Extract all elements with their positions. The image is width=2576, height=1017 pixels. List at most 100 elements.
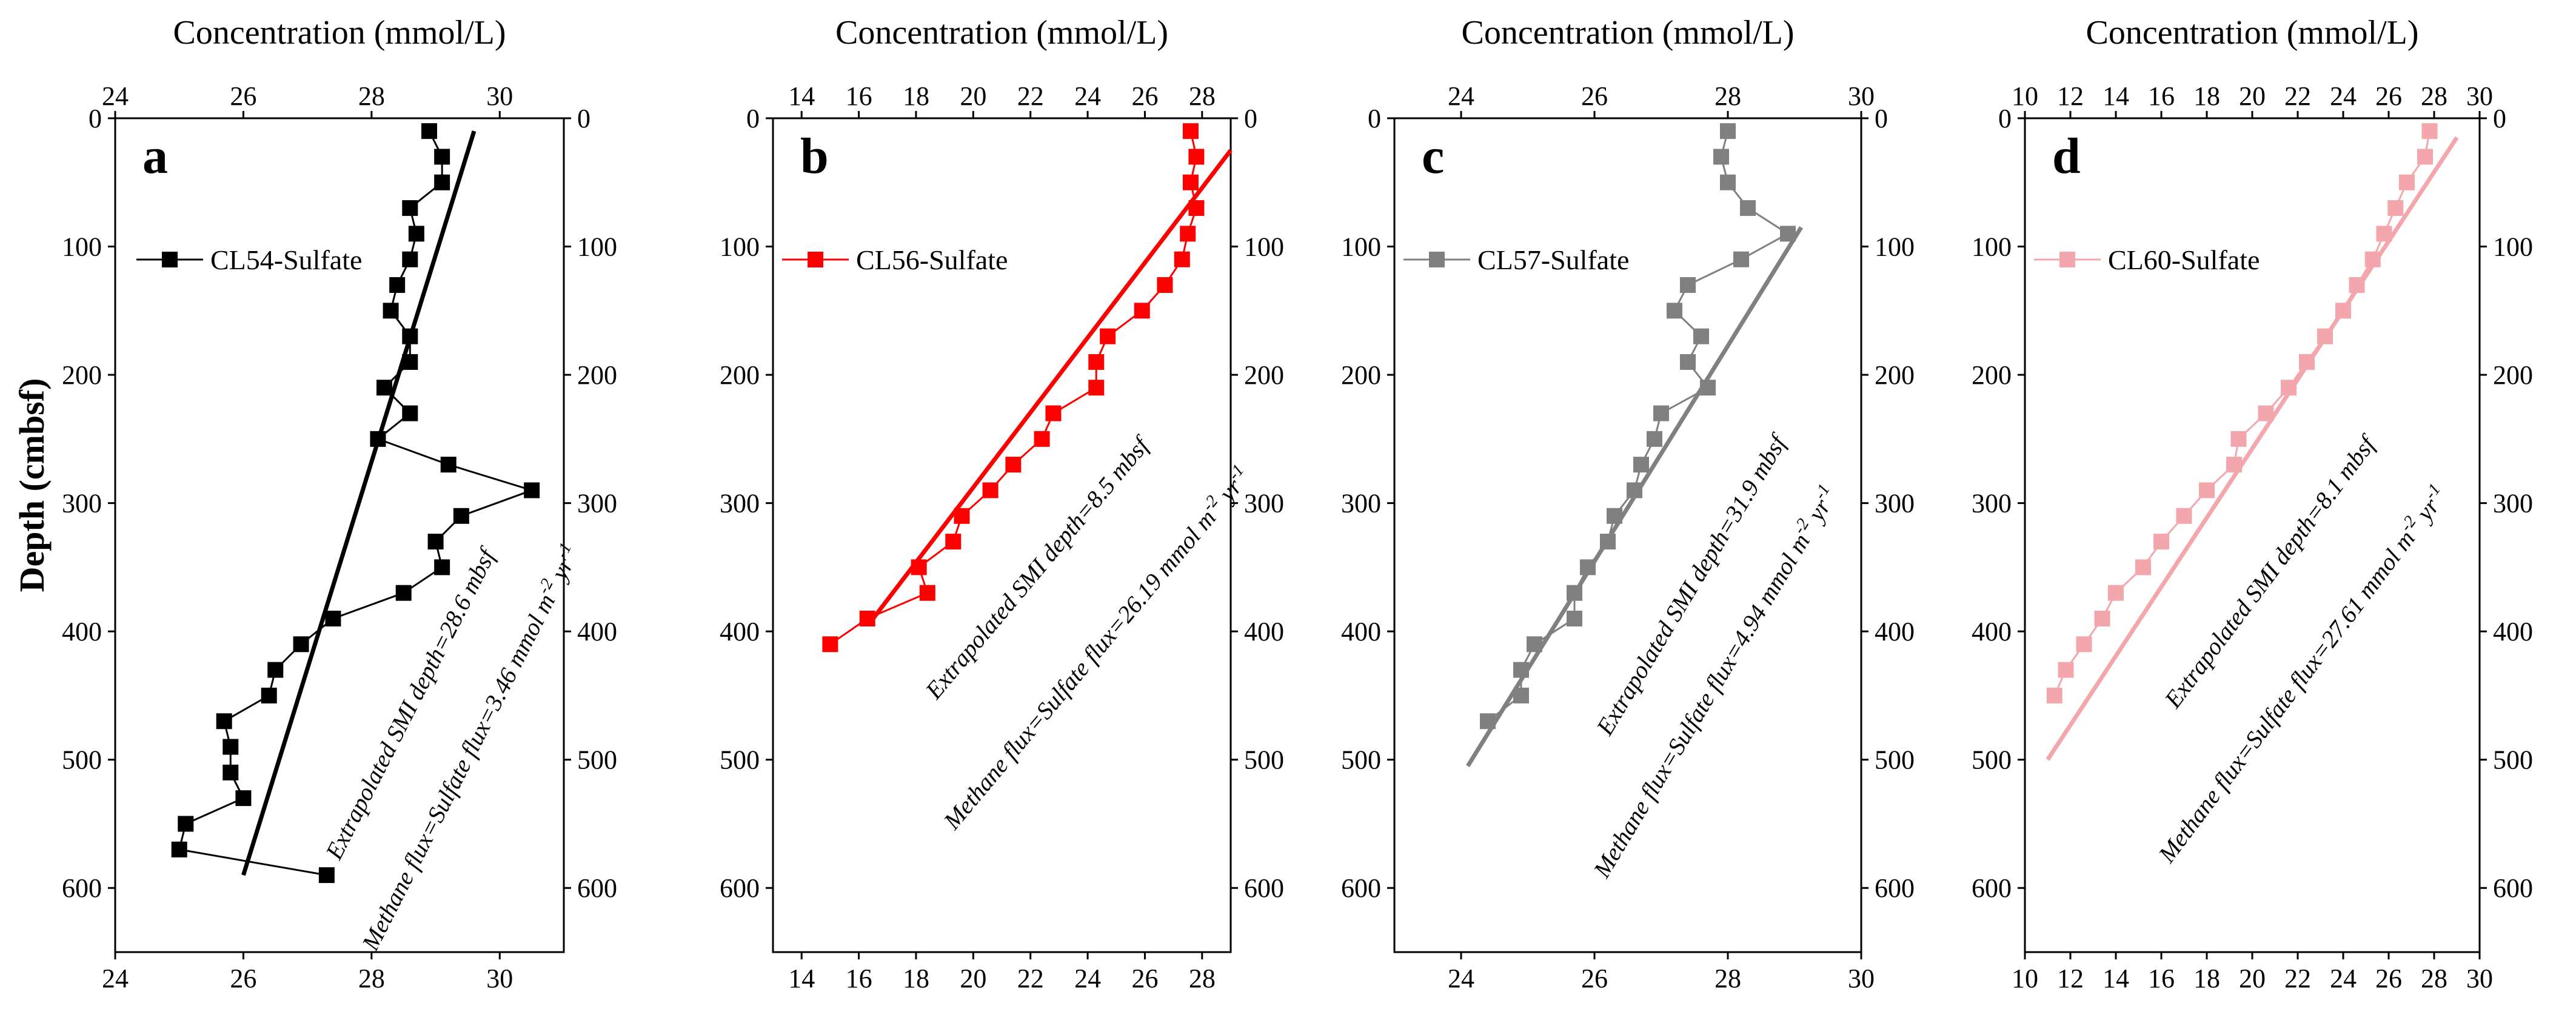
data-point: [1680, 354, 1696, 370]
y-tick-label-right: 300: [2493, 489, 2533, 519]
data-point: [1527, 636, 1542, 653]
y-tick-label-left: 0: [1998, 104, 2012, 133]
data-point: [1653, 405, 1669, 421]
x-tick-label-top: 26: [2375, 81, 2402, 111]
y-tick-label-left: 0: [89, 104, 102, 133]
y-tick-label-left: 500: [62, 745, 102, 775]
y-tick-label-right: 100: [2493, 232, 2533, 262]
x-tick-label-bottom: 26: [2375, 964, 2402, 993]
data-point: [235, 790, 252, 807]
x-tick-label-top: 14: [2103, 81, 2129, 111]
annotation-flux-main: Methane flux=Sulfate flux=26.19 mmol m: [938, 504, 1222, 834]
panel-letter: c: [1422, 128, 1444, 184]
data-point: [421, 123, 437, 139]
x-tick-label-bottom: 28: [358, 964, 385, 993]
x-tick-label-top: 30: [1848, 81, 1875, 111]
data-point: [395, 585, 412, 601]
data-point: [402, 251, 418, 267]
y-tick-label-right: 600: [1875, 873, 1915, 903]
data-point: [2108, 585, 2124, 601]
x-tick-label-bottom: 16: [846, 964, 872, 993]
data-point: [1182, 123, 1199, 139]
y-tick-label-left: 300: [1972, 489, 2012, 519]
y-tick-label-right: 600: [2493, 873, 2533, 903]
legend-label: CL56-Sulfate: [856, 244, 1008, 275]
panel-b: 14 14 16 16 18 18 20 20 22 22 24 24 26 26 28 28 0 0 100 100…: [720, 14, 1284, 993]
x-tick-label-top: 24: [2330, 81, 2357, 111]
x-axis-title: Concentration (mmol/L): [1462, 14, 1795, 52]
data-point: [2281, 380, 2297, 396]
x-tick-label-bottom: 24: [1074, 964, 1101, 993]
x-tick-label-bottom: 20: [960, 964, 986, 993]
data-point: [1157, 277, 1173, 293]
fit-line: [871, 149, 1233, 620]
data-point: [216, 713, 232, 730]
data-point: [1088, 380, 1105, 396]
y-tick-label-right: 400: [1875, 617, 1915, 646]
data-point: [1567, 585, 1582, 601]
y-tick-label-left: 600: [1972, 873, 2012, 903]
data-point: [1580, 559, 1596, 576]
data-point: [2199, 482, 2215, 498]
data-point: [2153, 534, 2169, 550]
y-tick-label-right: 0: [577, 104, 590, 133]
data-point: [1700, 380, 1716, 396]
panel-letter: b: [800, 128, 829, 184]
y-tick-label-right: 100: [1875, 232, 1915, 262]
x-tick-label-top: 30: [2466, 81, 2493, 111]
y-tick-label-right: 500: [2493, 745, 2533, 775]
y-tick-label-left: 400: [1341, 617, 1381, 646]
data-point: [822, 636, 838, 653]
fit-line: [2046, 136, 2459, 761]
data-point: [1720, 174, 1736, 190]
data-point: [2230, 431, 2247, 447]
fit-line: [241, 130, 477, 876]
y-tick-label-left: 200: [62, 360, 102, 390]
x-tick-label-top: 18: [903, 81, 929, 111]
x-tick-label-bottom: 10: [2012, 964, 2038, 993]
legend-label: CL60-Sulfate: [2108, 244, 2260, 275]
x-tick-label-bottom: 24: [1448, 964, 1474, 993]
y-axis-title: Depth (cmbsf): [12, 378, 52, 592]
x-axis-title: Concentration (mmol/L): [2086, 14, 2419, 52]
data-point: [1680, 277, 1696, 293]
x-tick-label-top: 12: [2057, 81, 2084, 111]
x-tick-label-bottom: 28: [2421, 964, 2447, 993]
y-tick-label-right: 300: [1875, 489, 1915, 519]
data-point: [2417, 149, 2433, 165]
y-tick-label-right: 300: [577, 489, 617, 519]
y-tick-label-left: 600: [1341, 873, 1381, 903]
data-point: [1600, 534, 1616, 550]
data-point: [1633, 457, 1649, 473]
x-tick-label-top: 26: [230, 81, 256, 111]
x-tick-label-bottom: 26: [230, 964, 256, 993]
data-point: [1180, 226, 1196, 242]
data-point: [1134, 303, 1150, 319]
data-point: [293, 636, 309, 653]
data-point: [178, 816, 194, 832]
series-line: [178, 130, 535, 876]
legend-marker: [2059, 252, 2075, 267]
legend-label: CL57-Sulfate: [1477, 244, 1629, 275]
y-tick-label-right: 300: [1244, 489, 1284, 519]
y-tick-label-left: 500: [1341, 745, 1381, 775]
data-point: [434, 559, 450, 576]
x-tick-label-bottom: 22: [1017, 964, 1044, 993]
data-point: [318, 867, 335, 884]
data-point: [325, 611, 341, 626]
data-point: [1627, 482, 1642, 498]
y-tick-label-right: 0: [2493, 104, 2506, 133]
x-tick-label-bottom: 14: [2103, 964, 2129, 993]
x-tick-label-bottom: 28: [1189, 964, 1216, 993]
data-point: [408, 226, 424, 242]
data-point: [222, 739, 239, 755]
y-tick-label-right: 400: [577, 617, 617, 646]
x-tick-label-top: 22: [1017, 81, 1044, 111]
x-tick-label-top: 20: [960, 81, 986, 111]
x-tick-label-top: 24: [102, 81, 129, 111]
x-tick-label-bottom: 20: [2239, 964, 2266, 993]
x-tick-label-bottom: 14: [788, 964, 815, 993]
y-tick-label-right: 0: [1875, 104, 1888, 133]
data-point: [1513, 687, 1529, 703]
data-point: [2421, 123, 2438, 139]
